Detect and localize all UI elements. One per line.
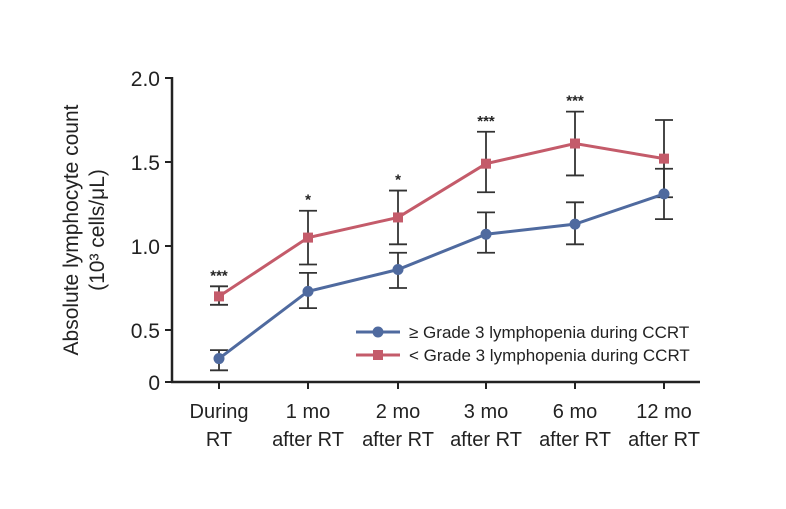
x-tick-label: after RT bbox=[450, 429, 522, 451]
x-tick-label: after RT bbox=[272, 429, 344, 451]
y-tick-label: 0.5 bbox=[131, 320, 160, 343]
series-line-1 bbox=[218, 192, 665, 360]
x-tick-label: 1 mo bbox=[286, 401, 330, 423]
legend-marker bbox=[372, 326, 384, 338]
y-axis-label-line1: Absolute lymphocyte count bbox=[60, 104, 83, 355]
y-tick-label: 0 bbox=[148, 372, 160, 395]
y-tick-label: 2.0 bbox=[131, 68, 160, 91]
significance-marker: *** bbox=[566, 93, 584, 110]
data-point bbox=[214, 291, 224, 302]
legend-marker bbox=[373, 350, 383, 360]
data-point bbox=[302, 285, 314, 297]
legend-item: ≥ Grade 3 lymphopenia during CCRT bbox=[356, 323, 689, 342]
x-tick-label: after RT bbox=[362, 429, 434, 451]
x-tick-label: 6 mo bbox=[553, 401, 597, 423]
x-tick-label: During bbox=[190, 401, 249, 423]
y-tick-label: 1.5 bbox=[131, 152, 160, 175]
legend-label: ≥ Grade 3 lymphopenia during CCRT bbox=[409, 323, 689, 342]
legend-item: < Grade 3 lymphopenia during CCRT bbox=[356, 346, 690, 365]
data-point bbox=[303, 232, 313, 243]
significance-marker: * bbox=[305, 192, 311, 209]
x-tick-label: RT bbox=[206, 429, 232, 451]
significance-marker: *** bbox=[210, 267, 228, 284]
data-point bbox=[393, 212, 403, 223]
y-tick-label: 1.0 bbox=[131, 236, 160, 259]
y-axis-label-line2: (10³ cells/μL) bbox=[86, 169, 109, 291]
data-point bbox=[658, 188, 670, 200]
significance-marker: *** bbox=[477, 113, 495, 130]
x-tick-label: 3 mo bbox=[464, 401, 508, 423]
series-markers bbox=[213, 138, 670, 365]
significance-marker: * bbox=[395, 172, 401, 189]
legend-label: < Grade 3 lymphopenia during CCRT bbox=[409, 346, 690, 365]
series-line-2 bbox=[218, 141, 665, 298]
data-point bbox=[392, 264, 404, 276]
data-point bbox=[213, 353, 225, 365]
significance-annotations: *********** bbox=[210, 93, 584, 285]
x-tick-label: after RT bbox=[539, 429, 611, 451]
x-tick-label: 12 mo bbox=[636, 401, 692, 423]
data-point bbox=[480, 228, 492, 240]
x-tick-label: 2 mo bbox=[376, 401, 420, 423]
legend: ≥ Grade 3 lymphopenia during CCRT < Grade… bbox=[356, 323, 690, 365]
data-point bbox=[481, 158, 491, 169]
x-tick-label: after RT bbox=[628, 429, 700, 451]
data-point bbox=[570, 138, 580, 149]
data-point bbox=[659, 153, 669, 164]
data-point bbox=[569, 218, 581, 230]
y-axis-label: Absolute lymphocyte count (10³ cells/μL) bbox=[60, 104, 109, 355]
series-lines bbox=[218, 141, 665, 360]
axes: 0 0.5 1.0 1.5 2.0 During RT 1 mo after RT 2 mo aft… bbox=[131, 68, 700, 451]
